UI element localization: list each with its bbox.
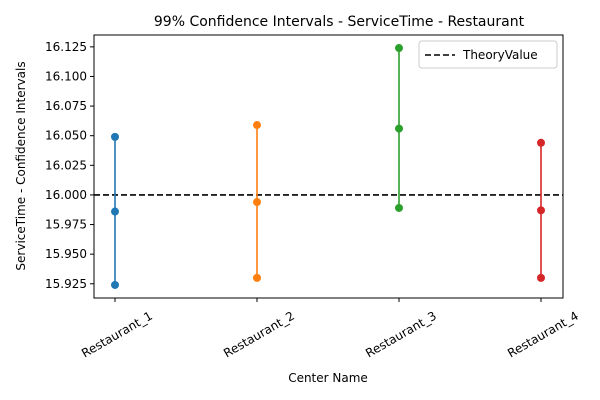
plot-area (93, 34, 564, 299)
y-tick-label: 16.075 (45, 99, 87, 113)
y-tick-label: 15.950 (45, 247, 87, 261)
y-tick-label: 16.000 (45, 188, 87, 202)
y-axis-label: ServiceTime - Confidence Intervals (14, 61, 28, 270)
legend-box (418, 40, 558, 69)
x-tick-label: Restaurant_1 (79, 309, 155, 361)
interval-lower-point (111, 280, 119, 289)
interval-lower-point (395, 203, 403, 212)
interval-mean-point (537, 206, 545, 215)
interval-series (111, 44, 545, 289)
x-axis-label: Center Name (288, 371, 368, 385)
interval-upper-point (111, 132, 119, 141)
x-tick-label: Restaurant_4 (505, 309, 581, 361)
chart-title: 99% Confidence Intervals - ServiceTime -… (154, 14, 525, 30)
y-tick-label: 16.100 (45, 69, 87, 83)
interval-lower-point (537, 273, 545, 282)
interval-mean-point (395, 124, 403, 133)
y-tick-label: 15.925 (45, 277, 87, 291)
x-axis-ticks: Restaurant_1 Restaurant_2 Restaurant_3 Rest… (79, 298, 581, 360)
y-axis-ticks: 15.925 15.950 15.975 16.000 16.025 16.050 16.0… (45, 40, 94, 291)
y-tick-label: 15.975 (45, 218, 87, 232)
interval-mean-point (111, 207, 119, 216)
x-tick-label: Restaurant_3 (363, 309, 439, 361)
y-tick-label: 16.050 (45, 129, 87, 143)
x-tick-label: Restaurant_2 (221, 309, 297, 361)
interval-mean-point (253, 198, 261, 207)
interval-lower-point (253, 273, 261, 282)
legend-label-theoryvalue: TheoryValue (462, 48, 538, 62)
legend: TheoryValue (418, 40, 558, 69)
interval-upper-point (395, 44, 403, 53)
y-tick-label: 16.125 (45, 40, 87, 54)
y-tick-label: 16.025 (45, 158, 87, 172)
interval-upper-point (253, 121, 261, 130)
interval-upper-point (537, 138, 545, 147)
